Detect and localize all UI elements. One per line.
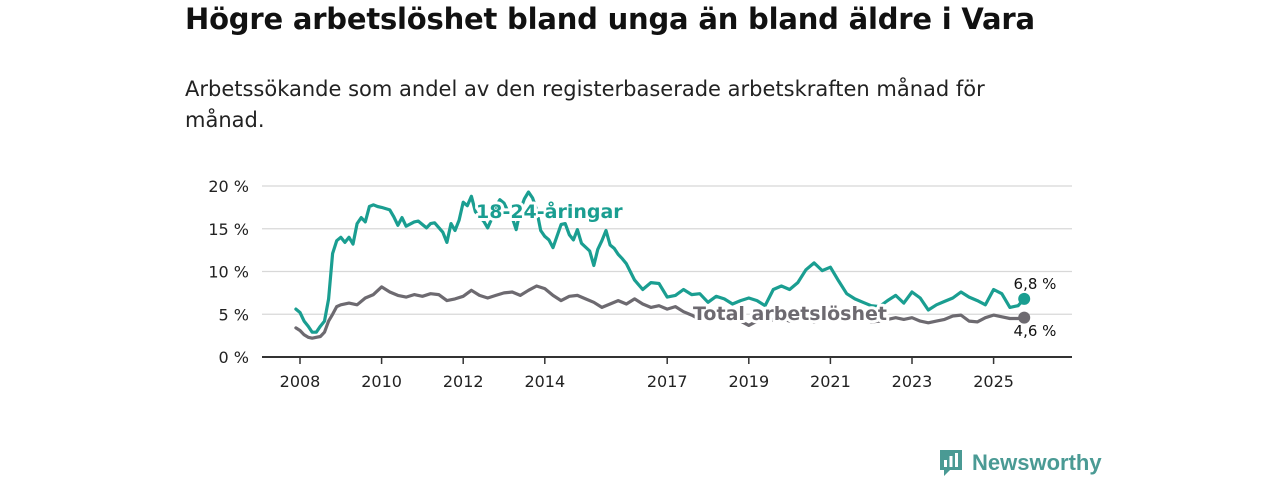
- series-labels: 18-24-åringar Total arbetslöshet 6,8 % 4,6 …: [473, 196, 1057, 340]
- gridlines: [262, 185, 1072, 358]
- x-tick-label: 2019: [728, 372, 769, 391]
- end-label-youth: 6,8 %: [1014, 275, 1057, 293]
- series-line-youth: [294, 190, 1026, 334]
- y-tick-label: 10 %: [208, 263, 249, 282]
- end-point-youth: [1018, 292, 1031, 305]
- y-axis-ticks: 0 % 5 % 10 % 15 % 20 %: [208, 177, 249, 367]
- x-tick-label: 2021: [810, 372, 851, 391]
- line-chart: 0 %5 %10 %15 %20 % 2008 2010 2012 2014 2017 2…: [208, 177, 1072, 391]
- series-label-total: Total arbetslöshet: [693, 303, 887, 325]
- y-tick-label: 15 %: [208, 220, 249, 239]
- chart-title: Högre arbetslöshet bland unga än bland ä…: [185, 2, 1035, 36]
- end-label-total: 4,6 %: [1014, 322, 1057, 340]
- series-label-youth: 18-24-åringar: [476, 199, 623, 223]
- newsworthy-logo-icon: [940, 450, 962, 476]
- y-tick-label: 5 %: [219, 305, 249, 324]
- y-tick-label: 20 %: [208, 177, 249, 196]
- x-tick-label: 2025: [973, 372, 1014, 391]
- series-lines: [294, 190, 1031, 340]
- x-tick-label: 2017: [647, 372, 688, 391]
- chart-subtitle: Arbetssökande som andel av den registerb…: [185, 77, 985, 132]
- newsworthy-brand: Newsworthy: [938, 448, 1102, 478]
- x-tick-label: 2012: [443, 372, 484, 391]
- x-tick-label: 2008: [280, 372, 321, 391]
- x-tick-label: 2014: [524, 372, 565, 391]
- y-tick-label: 0 %: [219, 348, 249, 367]
- series-line-total: [294, 284, 1026, 340]
- x-tick-label: 2023: [892, 372, 933, 391]
- x-tick-label: 2010: [361, 372, 402, 391]
- brand-name: Newsworthy: [972, 450, 1102, 475]
- end-point-total: [1018, 311, 1031, 324]
- x-axis-ticks: 2008 2010 2012 2014 2017 2019 2021 2023 2025: [280, 357, 1014, 391]
